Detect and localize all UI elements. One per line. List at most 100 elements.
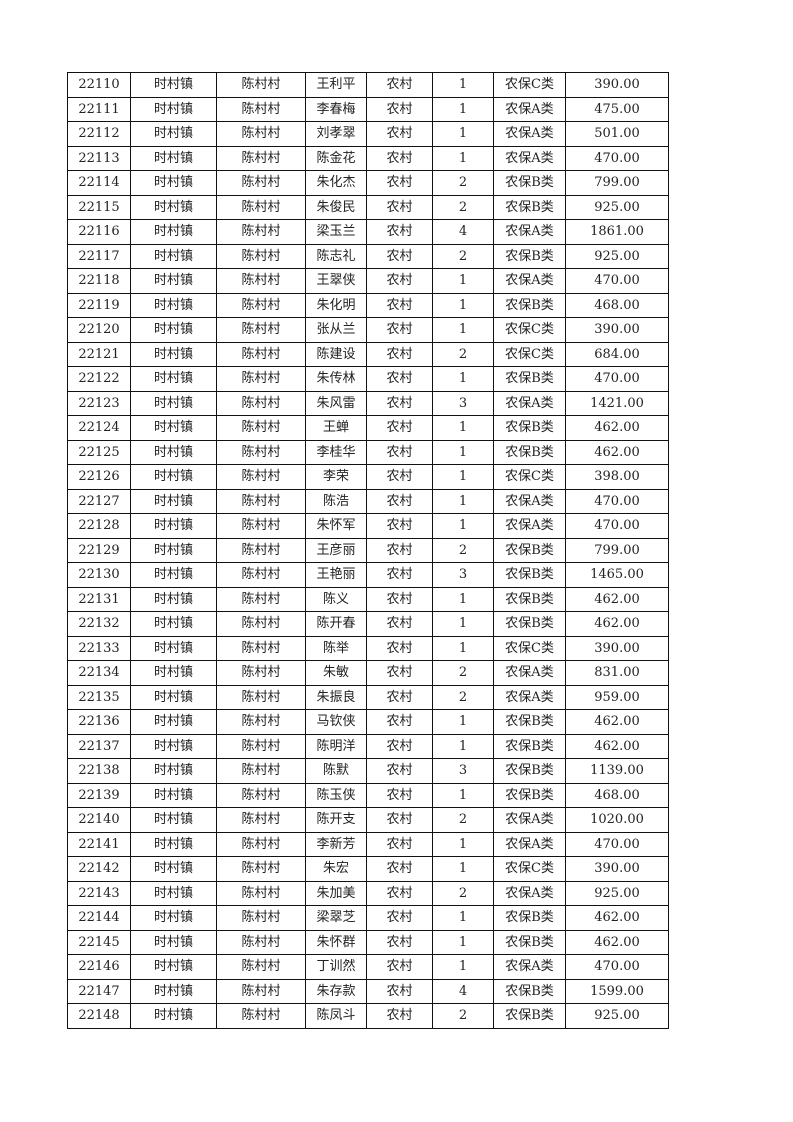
- id-cell: 22114: [67, 170, 131, 196]
- area-type-cell: 农村: [366, 366, 433, 392]
- village-cell: 陈村村: [216, 709, 306, 735]
- table-row: 22114 时村镇 陈村村 朱化杰 农村 2 农保B类 799.00: [67, 170, 669, 196]
- village-cell: 陈村村: [216, 341, 306, 367]
- category-cell: 农保B类: [493, 292, 566, 318]
- name-cell: 陈玉侠: [305, 782, 367, 808]
- town-cell: 时村镇: [130, 243, 217, 269]
- town-cell: 时村镇: [130, 929, 217, 955]
- count-cell: 2: [432, 660, 494, 686]
- table-row: 22128 时村镇 陈村村 朱怀军 农村 1 农保A类 470.00: [67, 513, 669, 539]
- amount-cell: 390.00: [565, 635, 669, 661]
- area-type-cell: 农村: [366, 121, 433, 147]
- town-cell: 时村镇: [130, 954, 217, 980]
- table-row: 22126 时村镇 陈村村 李荣 农村 1 农保C类 398.00: [67, 464, 669, 490]
- town-cell: 时村镇: [130, 488, 217, 514]
- village-cell: 陈村村: [216, 513, 306, 539]
- table-row: 22132 时村镇 陈村村 陈开春 农村 1 农保B类 462.00: [67, 611, 669, 637]
- count-cell: 2: [432, 1003, 494, 1029]
- category-cell: 农保B类: [493, 709, 566, 735]
- town-cell: 时村镇: [130, 586, 217, 612]
- amount-cell: 462.00: [565, 611, 669, 637]
- table-row: 22115 时村镇 陈村村 朱俊民 农村 2 农保B类 925.00: [67, 194, 669, 220]
- village-cell: 陈村村: [216, 145, 306, 171]
- count-cell: 1: [432, 292, 494, 318]
- area-type-cell: 农村: [366, 929, 433, 955]
- count-cell: 1: [432, 929, 494, 955]
- town-cell: 时村镇: [130, 292, 217, 318]
- id-cell: 22112: [67, 121, 131, 147]
- name-cell: 李荣: [305, 464, 367, 490]
- village-cell: 陈村村: [216, 733, 306, 759]
- village-cell: 陈村村: [216, 464, 306, 490]
- village-cell: 陈村村: [216, 292, 306, 318]
- town-cell: 时村镇: [130, 439, 217, 465]
- name-cell: 陈金花: [305, 145, 367, 171]
- town-cell: 时村镇: [130, 145, 217, 171]
- category-cell: 农保B类: [493, 415, 566, 441]
- town-cell: 时村镇: [130, 611, 217, 637]
- village-cell: 陈村村: [216, 243, 306, 269]
- area-type-cell: 农村: [366, 1003, 433, 1029]
- table-row: 22133 时村镇 陈村村 陈举 农村 1 农保C类 390.00: [67, 635, 669, 661]
- category-cell: 农保B类: [493, 243, 566, 269]
- amount-cell: 398.00: [565, 464, 669, 490]
- table-row: 22140 时村镇 陈村村 陈开支 农村 2 农保A类 1020.00: [67, 807, 669, 833]
- town-cell: 时村镇: [130, 880, 217, 906]
- area-type-cell: 农村: [366, 194, 433, 220]
- category-cell: 农保B类: [493, 611, 566, 637]
- village-cell: 陈村村: [216, 170, 306, 196]
- id-cell: 22111: [67, 96, 131, 122]
- name-cell: 朱传林: [305, 366, 367, 392]
- amount-cell: 475.00: [565, 96, 669, 122]
- count-cell: 1: [432, 905, 494, 931]
- table-row: 22137 时村镇 陈村村 陈明洋 农村 1 农保B类 462.00: [67, 733, 669, 759]
- category-cell: 农保C类: [493, 464, 566, 490]
- town-cell: 时村镇: [130, 219, 217, 245]
- id-cell: 22124: [67, 415, 131, 441]
- category-cell: 农保B类: [493, 562, 566, 588]
- table-body: 22110 时村镇 陈村村 王利平 农村 1 农保C类 390.00 22111 时村镇 陈村村 李春…: [67, 72, 669, 1029]
- area-type-cell: 农村: [366, 978, 433, 1004]
- id-cell: 22140: [67, 807, 131, 833]
- id-cell: 22138: [67, 758, 131, 784]
- amount-cell: 925.00: [565, 194, 669, 220]
- area-type-cell: 农村: [366, 292, 433, 318]
- count-cell: 2: [432, 341, 494, 367]
- category-cell: 农保C类: [493, 856, 566, 882]
- village-cell: 陈村村: [216, 194, 306, 220]
- village-cell: 陈村村: [216, 660, 306, 686]
- amount-cell: 390.00: [565, 317, 669, 343]
- town-cell: 时村镇: [130, 733, 217, 759]
- count-cell: 1: [432, 268, 494, 294]
- id-cell: 22121: [67, 341, 131, 367]
- amount-cell: 462.00: [565, 709, 669, 735]
- category-cell: 农保B类: [493, 929, 566, 955]
- village-cell: 陈村村: [216, 1003, 306, 1029]
- name-cell: 朱怀军: [305, 513, 367, 539]
- table-row: 22147 时村镇 陈村村 朱存款 农村 4 农保B类 1599.00: [67, 978, 669, 1004]
- amount-cell: 799.00: [565, 170, 669, 196]
- table-row: 22131 时村镇 陈村村 陈义 农村 1 农保B类 462.00: [67, 586, 669, 612]
- village-cell: 陈村村: [216, 488, 306, 514]
- category-cell: 农保A类: [493, 880, 566, 906]
- count-cell: 3: [432, 562, 494, 588]
- category-cell: 农保C类: [493, 317, 566, 343]
- id-cell: 22131: [67, 586, 131, 612]
- town-cell: 时村镇: [130, 1003, 217, 1029]
- village-cell: 陈村村: [216, 586, 306, 612]
- town-cell: 时村镇: [130, 464, 217, 490]
- amount-cell: 468.00: [565, 782, 669, 808]
- category-cell: 农保A类: [493, 219, 566, 245]
- category-cell: 农保C类: [493, 341, 566, 367]
- category-cell: 农保B类: [493, 537, 566, 563]
- amount-cell: 470.00: [565, 268, 669, 294]
- id-cell: 22122: [67, 366, 131, 392]
- area-type-cell: 农村: [366, 758, 433, 784]
- town-cell: 时村镇: [130, 807, 217, 833]
- amount-cell: 390.00: [565, 856, 669, 882]
- amount-cell: 390.00: [565, 72, 669, 98]
- name-cell: 朱加美: [305, 880, 367, 906]
- area-type-cell: 农村: [366, 268, 433, 294]
- table-row: 22113 时村镇 陈村村 陈金花 农村 1 农保A类 470.00: [67, 145, 669, 171]
- id-cell: 22143: [67, 880, 131, 906]
